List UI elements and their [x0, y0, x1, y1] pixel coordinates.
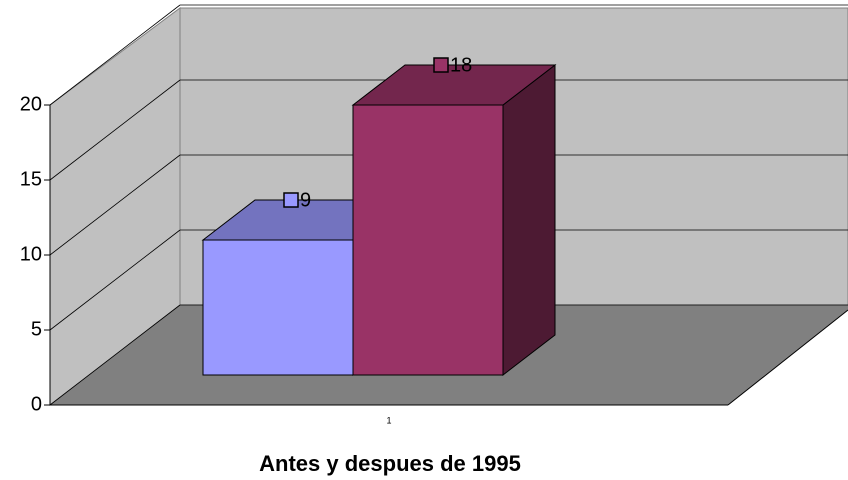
floor-edge	[727, 309, 848, 406]
bar	[202, 239, 354, 376]
label-key	[433, 57, 449, 73]
bar	[352, 104, 504, 376]
grid-line	[49, 304, 181, 406]
grid-line	[49, 4, 181, 106]
y-tick-label: 15	[20, 168, 42, 190]
x-tick-label: 1	[386, 415, 391, 425]
data-label: 18	[450, 54, 472, 76]
grid-line	[49, 154, 181, 256]
grid-line	[49, 229, 181, 331]
y-tick-label: 0	[31, 393, 42, 415]
label-key	[283, 192, 299, 208]
grid-line	[49, 79, 181, 181]
data-label: 9	[300, 189, 311, 211]
bar-side	[502, 63, 556, 377]
y-tick-label: 20	[20, 93, 42, 115]
y-tick-label: 10	[20, 243, 42, 265]
y-tick-label: 5	[31, 318, 42, 340]
x-axis-title: Antes y despues de 1995	[259, 451, 521, 476]
